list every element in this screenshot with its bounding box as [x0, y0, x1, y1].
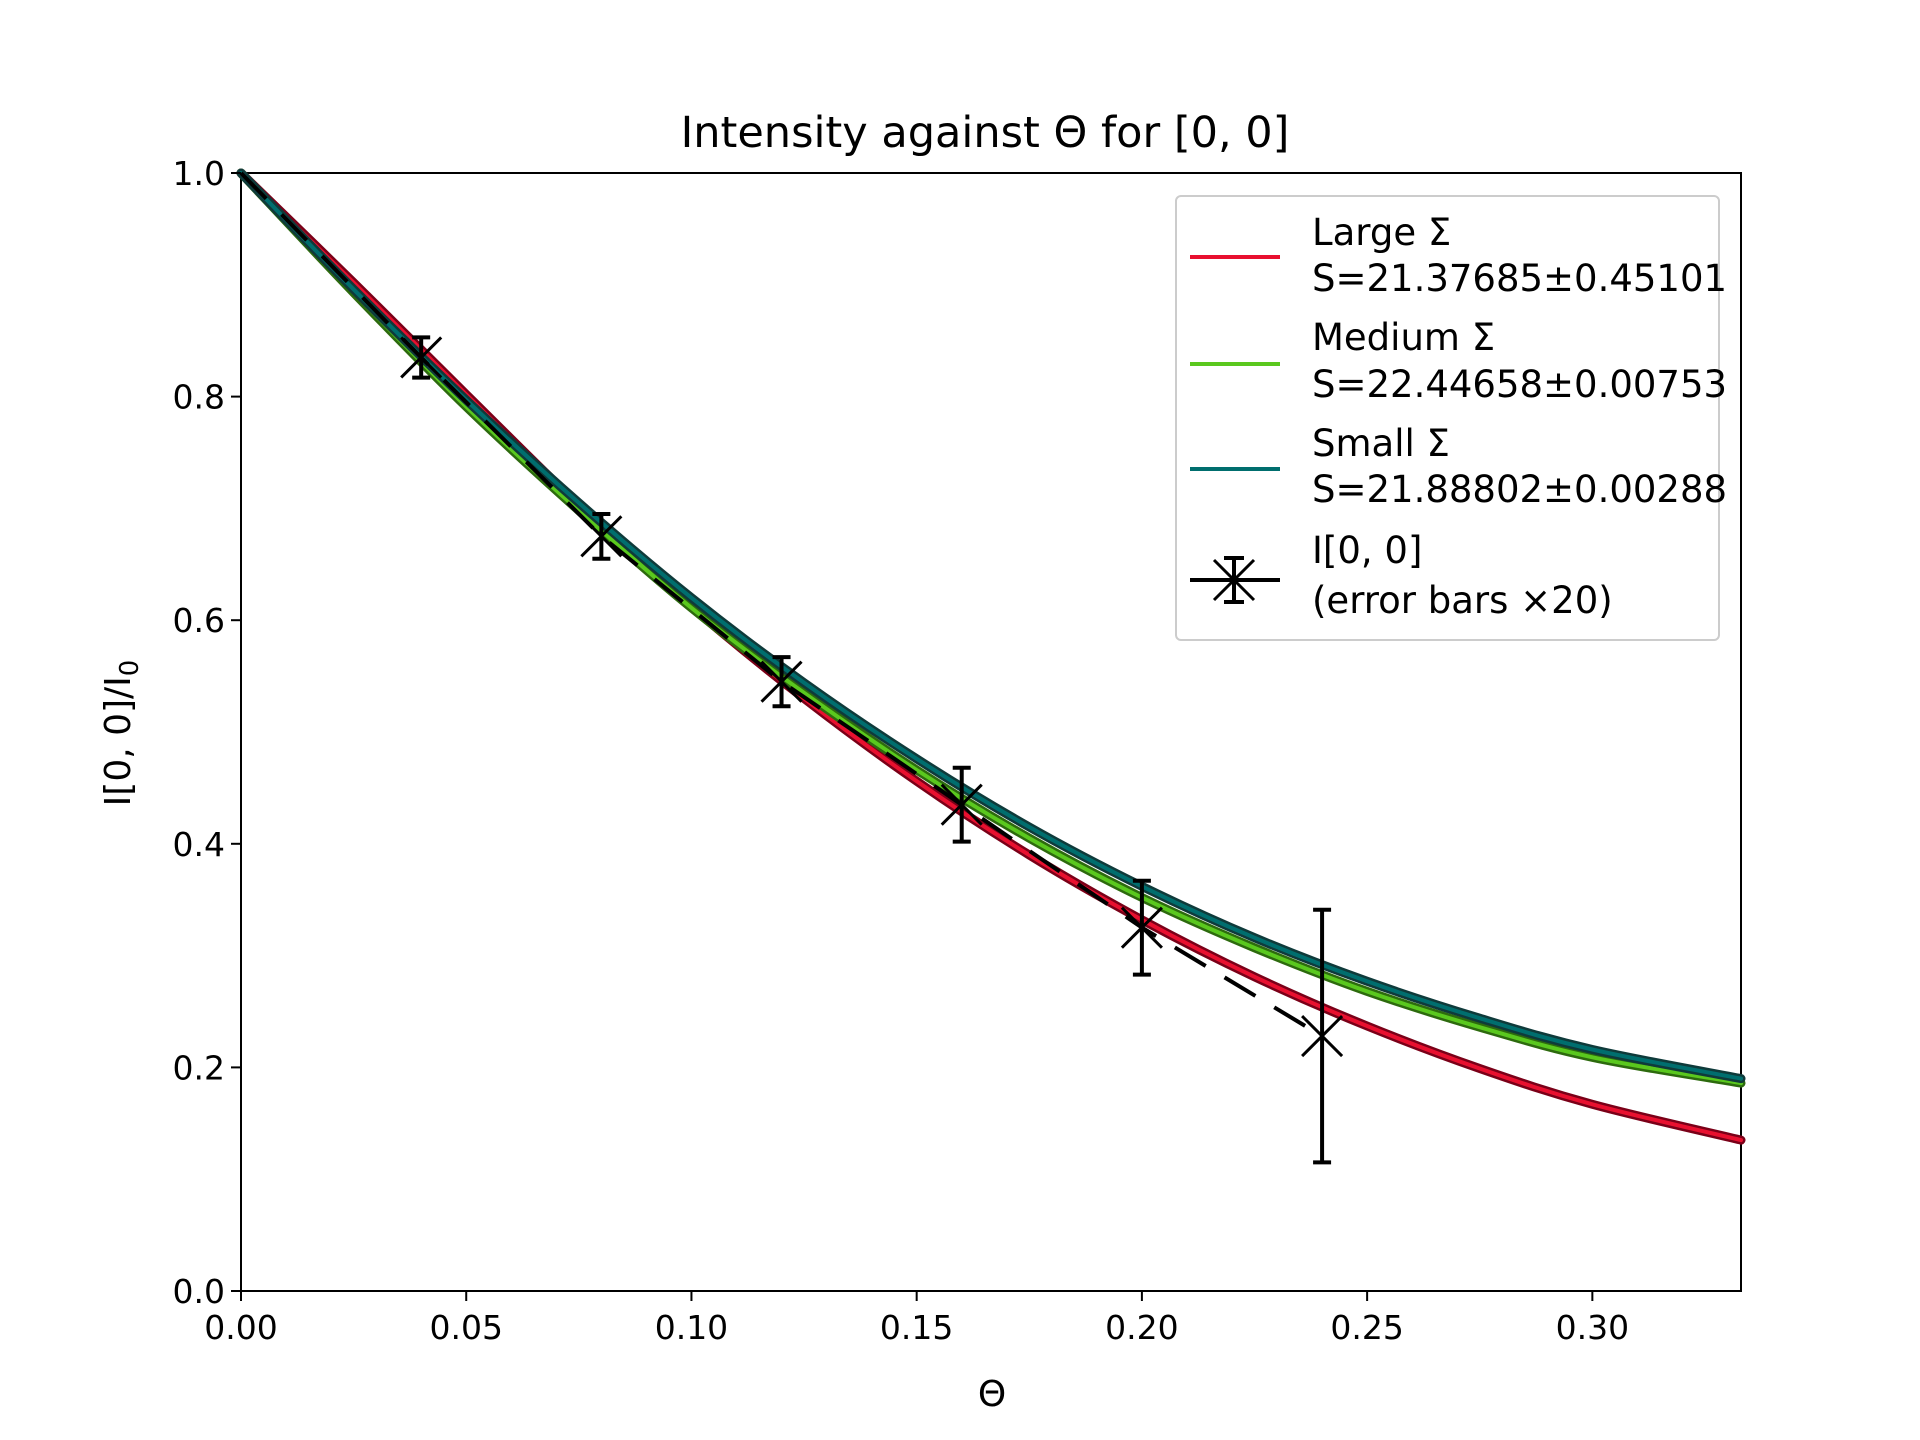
legend: Large Σ S=21.37685±0.45101 Medium Σ S=22…	[1175, 195, 1727, 641]
legend-box	[1175, 195, 1720, 641]
legend-label-measured: I[0, 0]	[1312, 529, 1422, 572]
x-axis-label: Θ	[978, 1374, 1006, 1415]
x-tick-label: 0.10	[655, 1308, 728, 1347]
y-axis-ticks: 0.0 0.2 0.4 0.6 0.8 1.0	[173, 154, 241, 1311]
legend-value-large: S=21.37685±0.45101	[1312, 257, 1727, 300]
y-axis-label: I[0, 0]/I0	[98, 660, 145, 807]
chart-title: Intensity against Θ for [0, 0]	[681, 108, 1290, 158]
legend-label-medium: Medium Σ	[1312, 316, 1495, 359]
x-axis-ticks: 0.00 0.05 0.10 0.15 0.20 0.25 0.30	[204, 1291, 1629, 1347]
y-tick-label: 0.2	[173, 1048, 225, 1087]
x-tick-label: 0.20	[1105, 1308, 1178, 1347]
measured-data	[239, 171, 1344, 1165]
y-axis-label-subscript: 0	[115, 660, 145, 677]
x-tick-label: 0.25	[1330, 1308, 1403, 1347]
data-point-marker	[400, 336, 443, 379]
legend-swatch-measured	[1190, 556, 1280, 604]
legend-label-large: Large Σ	[1312, 211, 1451, 254]
legend-value-measured: (error bars ×20)	[1312, 579, 1613, 622]
y-tick-label: 0.4	[173, 825, 225, 864]
y-tick-label: 0.6	[173, 601, 225, 640]
y-tick-label: 1.0	[173, 154, 225, 193]
data-point-marker	[580, 515, 623, 558]
data-point-marker	[1120, 906, 1163, 949]
y-tick-label: 0.8	[173, 378, 225, 417]
y-axis-label-main: I[0, 0]/I	[98, 676, 139, 806]
x-tick-label: 0.15	[880, 1308, 953, 1347]
legend-label-small: Small Σ	[1312, 422, 1450, 465]
y-tick-label: 0.0	[173, 1272, 225, 1311]
data-point-marker	[1301, 1015, 1344, 1058]
legend-value-medium: S=22.44658±0.00753	[1312, 363, 1727, 406]
x-tick-label: 0.30	[1556, 1308, 1629, 1347]
data-point-marker	[940, 783, 983, 826]
x-tick-label: 0.05	[429, 1308, 502, 1347]
x-tick-label: 0.00	[204, 1308, 277, 1347]
legend-value-small: S=21.88802±0.00288	[1312, 468, 1727, 511]
data-point-marker	[760, 660, 803, 703]
